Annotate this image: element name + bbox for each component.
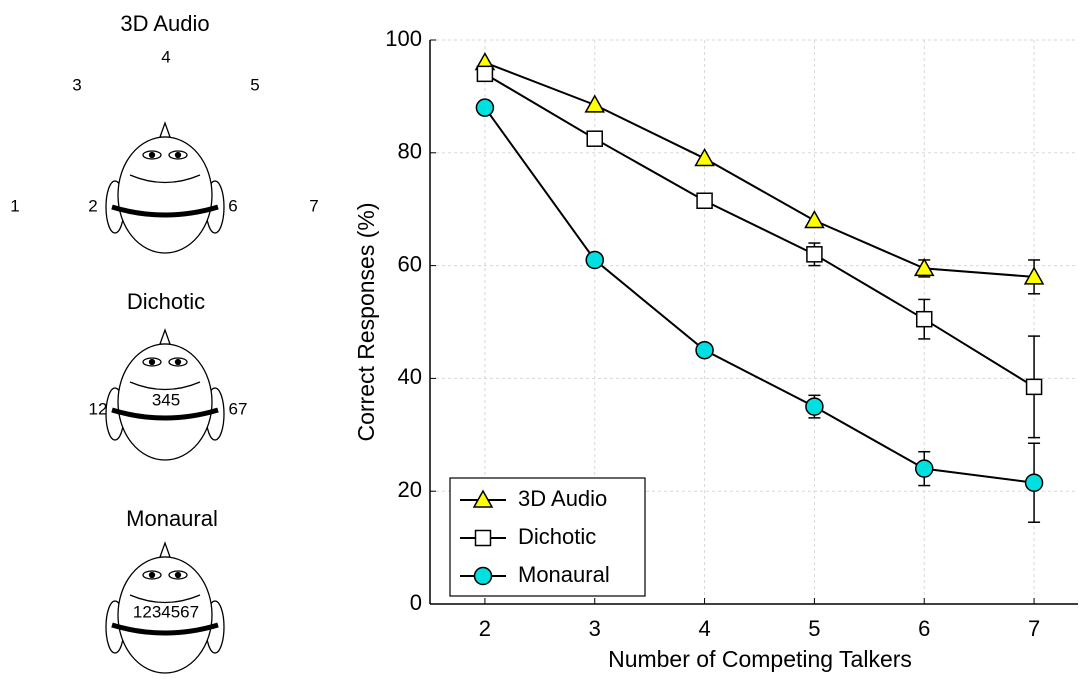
series-line: [484, 107, 1035, 484]
talker-label: 2: [88, 196, 97, 215]
talker-label: 1: [10, 196, 19, 215]
head-diagrams: [105, 121, 225, 674]
talker-label: 1234567: [133, 602, 199, 621]
legend-marker: [474, 529, 492, 547]
data-point: [914, 459, 934, 478]
series-line: [484, 72, 1035, 388]
data-point: [475, 98, 495, 117]
legend-label: Monaural: [518, 562, 610, 587]
data-point: [586, 130, 603, 147]
y-tick-label: 40: [398, 364, 422, 389]
head-icon: [105, 121, 225, 254]
y-tick-label: 80: [398, 139, 422, 164]
data-point: [585, 250, 604, 270]
data-point: [1023, 266, 1045, 285]
x-tick-label: 6: [918, 616, 930, 641]
data-point: [476, 65, 494, 83]
data-point: [915, 310, 933, 328]
talker-label: 4: [161, 47, 170, 66]
panel-title: Dichotic: [127, 289, 205, 314]
legend-label: 3D Audio: [518, 486, 607, 511]
x-tick-label: 4: [698, 616, 710, 641]
talker-label: 67: [229, 399, 248, 418]
series-line: [484, 61, 1035, 278]
legend-marker: [472, 489, 494, 508]
y-tick-label: 0: [410, 590, 422, 615]
talker-label: 3: [72, 75, 81, 94]
x-tick-label: 7: [1028, 616, 1040, 641]
y-tick-label: 100: [385, 26, 422, 51]
y-tick-label: 20: [398, 477, 422, 502]
data-point: [696, 192, 713, 209]
x-tick-label: 5: [808, 616, 820, 641]
talker-label: 5: [250, 75, 259, 94]
data-point: [695, 340, 714, 360]
data-point: [1025, 378, 1043, 396]
x-tick-label: 3: [589, 616, 601, 641]
data-point: [805, 397, 824, 416]
talker-label: 345: [152, 390, 180, 409]
data-point: [584, 94, 606, 113]
data-point: [913, 257, 935, 277]
legend-marker: [473, 566, 493, 586]
panel-title: 3D Audio: [120, 11, 209, 36]
x-tick-label: 2: [479, 616, 491, 641]
talker-label: 6: [228, 196, 237, 215]
data-point: [804, 209, 825, 229]
data-point: [806, 246, 823, 263]
y-axis-label: Correct Responses (%): [353, 202, 379, 441]
head-icon: [105, 541, 225, 674]
head-icon: [105, 328, 225, 461]
legend-label: Dichotic: [518, 524, 596, 549]
y-tick-label: 60: [398, 251, 422, 276]
data-point: [1024, 473, 1044, 492]
talker-label: 7: [309, 196, 318, 215]
panel-title: Monaural: [126, 506, 218, 531]
talker-label: 12: [89, 399, 108, 418]
x-axis-label: Number of Competing Talkers: [608, 646, 912, 672]
data-point: [694, 147, 715, 167]
